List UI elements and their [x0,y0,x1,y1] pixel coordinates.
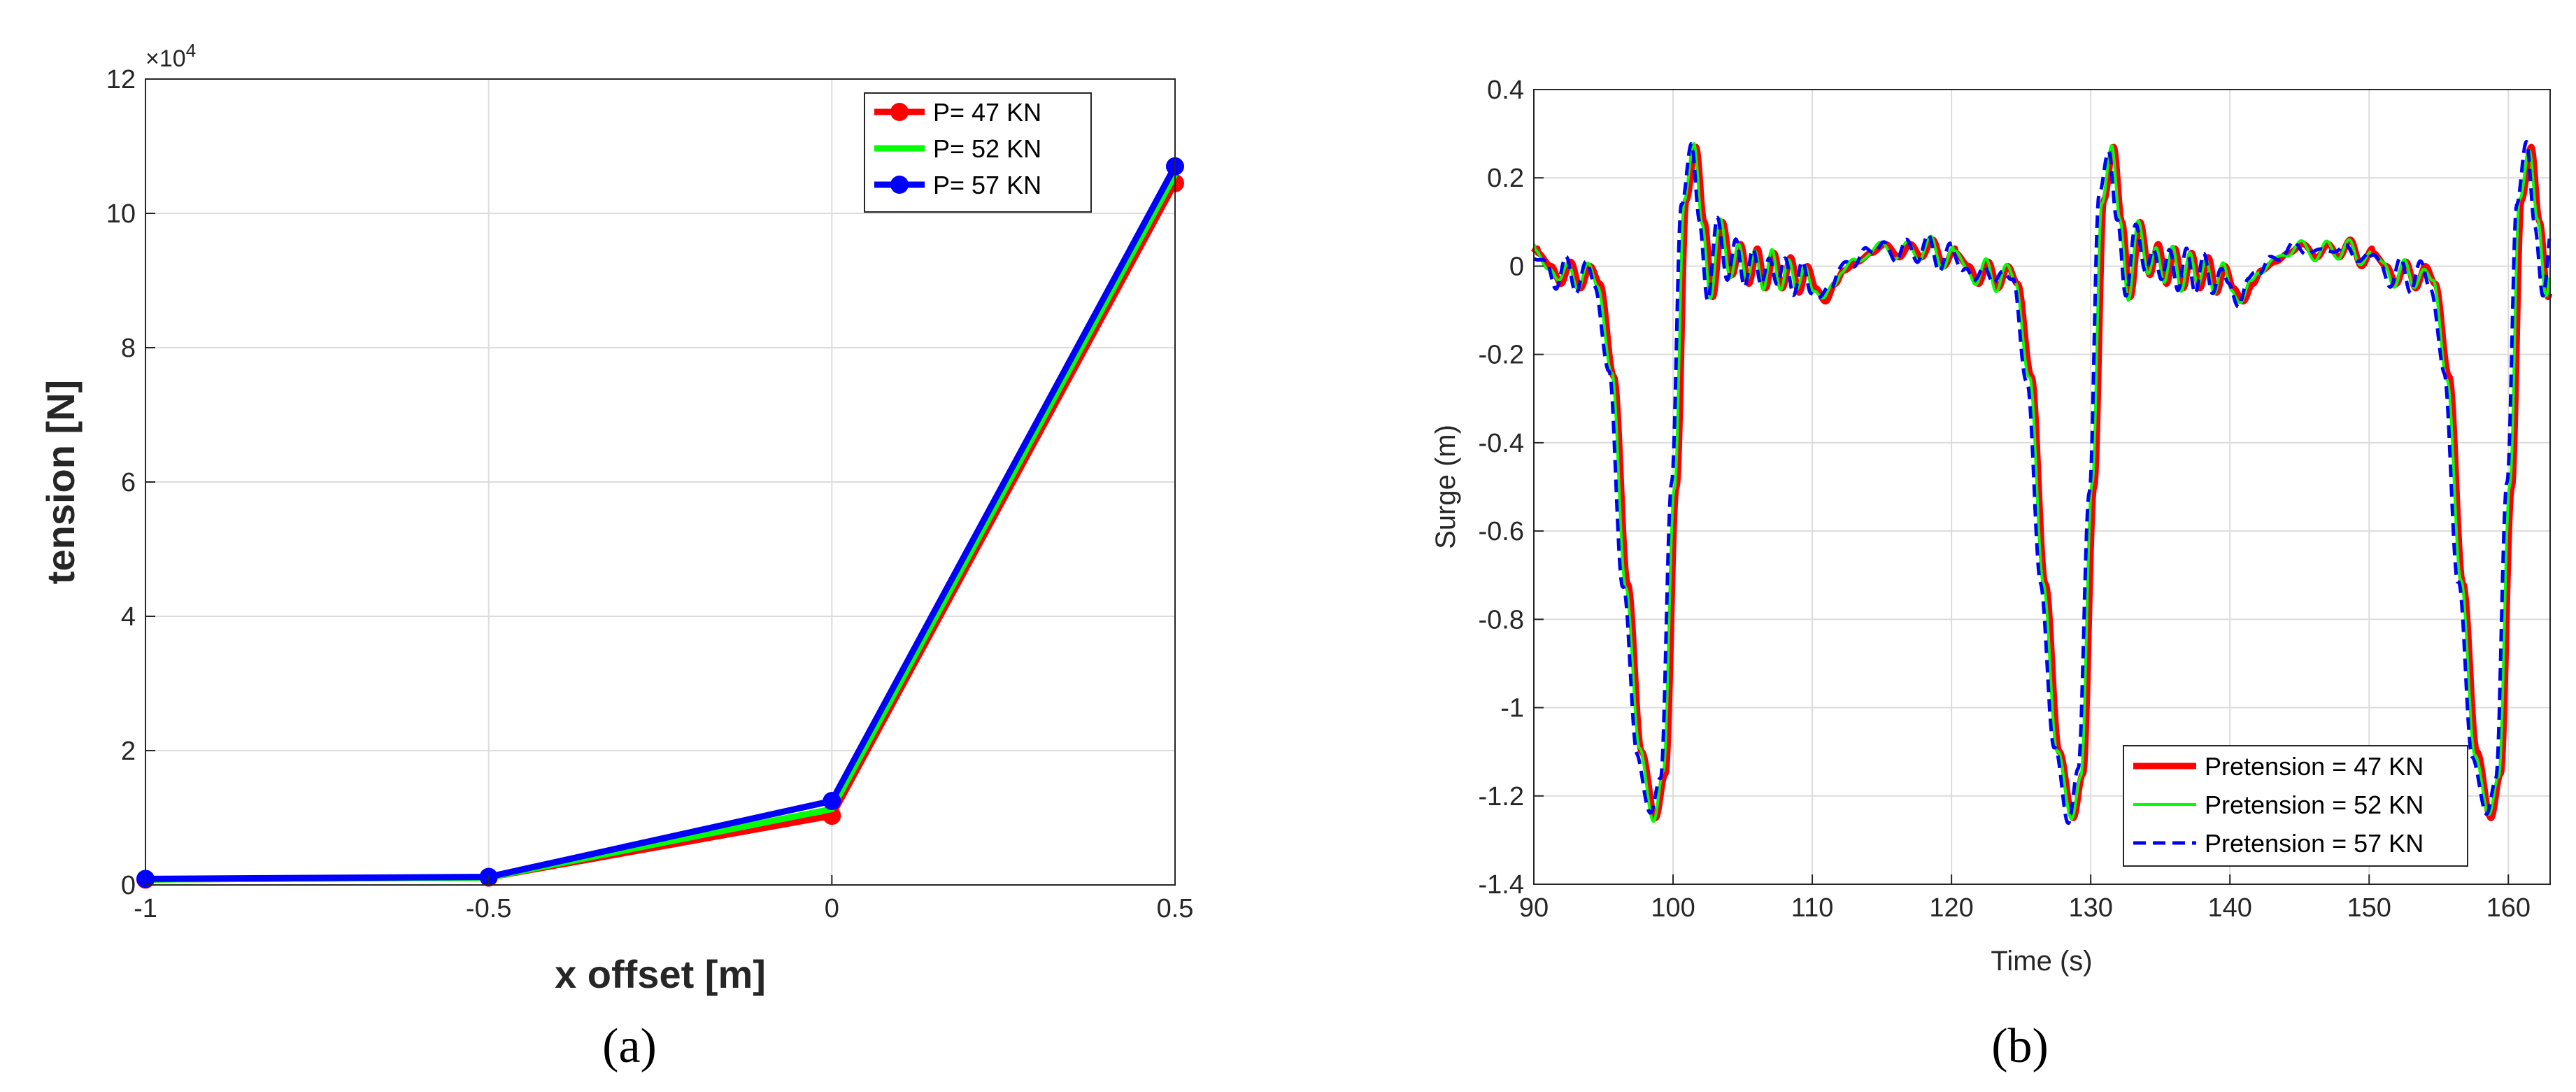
series-group-a [136,157,1184,889]
x-tick-label-b: 150 [2347,893,2391,923]
series-group-b [1531,140,2553,825]
y-axis-label-b: Surge (m) [1430,425,1461,549]
y-tick-label-a: 8 [121,334,136,363]
panel-caption-b: (b) [1991,1019,2049,1073]
y-tick-label-b: -1.4 [1479,870,1524,900]
legend-marker-a [890,103,909,121]
y-tick-label-a: 0 [121,871,136,900]
legend-label-b: Pretension = 52 KN [2205,790,2424,819]
y-tick-label-b: -1.2 [1479,782,1524,811]
legend-label-a: P= 52 KN [933,134,1041,163]
series-line-p-57-kn [145,164,1178,882]
x-tick-label-a: -0.5 [466,894,511,923]
legend-label-b: Pretension = 47 KN [2205,752,2424,781]
legend-marker-a [890,176,909,194]
series-line-pretension-52-kn [1533,142,2551,823]
y-exponent-label: ×104 [145,40,196,72]
x-tick-label-b: 120 [1929,893,1973,923]
axes-box-b [1533,89,2551,885]
y-tick-label-b: 0 [1509,252,1524,281]
x-tick-label-b: 160 [2486,893,2531,923]
legend-label-a: P= 47 KN [933,98,1041,127]
y-tick-label-b: 0.2 [1487,164,1524,193]
chart-panel-a: -1 -0.5 0 0.5 0 2 4 6 8 10 12 ×104 x offset [m] te… [38,40,1193,1073]
chart-panel-b: 90 100 110 120 130 140 150 160 0.4 0.2 0 -0.2 -0.4 -0… [1430,76,2553,1073]
x-tick-label-a: -1 [134,894,157,923]
y-tick-label-b: 0.4 [1487,76,1524,105]
x-tick-label-b: 110 [1791,893,1834,923]
y-tick-label-a: 2 [121,737,136,766]
legend-label-a: P= 57 KN [933,171,1041,199]
y-tick-label-b: -0.4 [1479,429,1524,458]
legend-a: P= 47 KN P= 52 KN P= 57 KN [864,92,1092,213]
series-line-pretension-57-kn [1532,140,2552,825]
y-tick-label-b: -1 [1500,694,1524,723]
x-tick-label-b: 140 [2208,893,2252,923]
y-tick-label-b: -0.6 [1479,517,1524,546]
x-tick-label-b: 130 [2068,893,2112,923]
x-tick-label-a: 0.5 [1157,894,1194,923]
y-tick-label-b: -0.8 [1479,605,1524,634]
legend-b: Pretension = 47 KN Pretension = 52 KN Pret… [2123,745,2468,867]
y-tick-label-a: 10 [106,199,136,229]
y-tick-label-a: 6 [121,468,136,497]
y-tick-label-b: -0.2 [1479,341,1524,370]
tick-labels-a: -1 -0.5 0 0.5 0 2 4 6 8 10 12 [106,65,1194,923]
y-tick-label-a: 12 [106,65,136,94]
x-axis-label-a: x offset [m] [555,952,766,996]
y-axis-label-a: tension [N] [38,380,83,584]
tick-labels-b: 90 100 110 120 130 140 150 160 0.4 0.2 0 -0.2 -0.4 -0… [1479,76,2531,923]
panel-caption-a: (a) [602,1019,657,1073]
legend-label-b: Pretension = 57 KN [2205,829,2424,858]
x-axis-label-b: Time (s) [1991,946,2092,977]
x-tick-label-b: 90 [1519,893,1549,923]
data-point-p-57-kn [823,792,841,810]
x-tick-label-a: 0 [825,894,839,923]
y-tick-label-a: 4 [121,602,136,632]
x-tick-label-b: 100 [1651,893,1695,923]
